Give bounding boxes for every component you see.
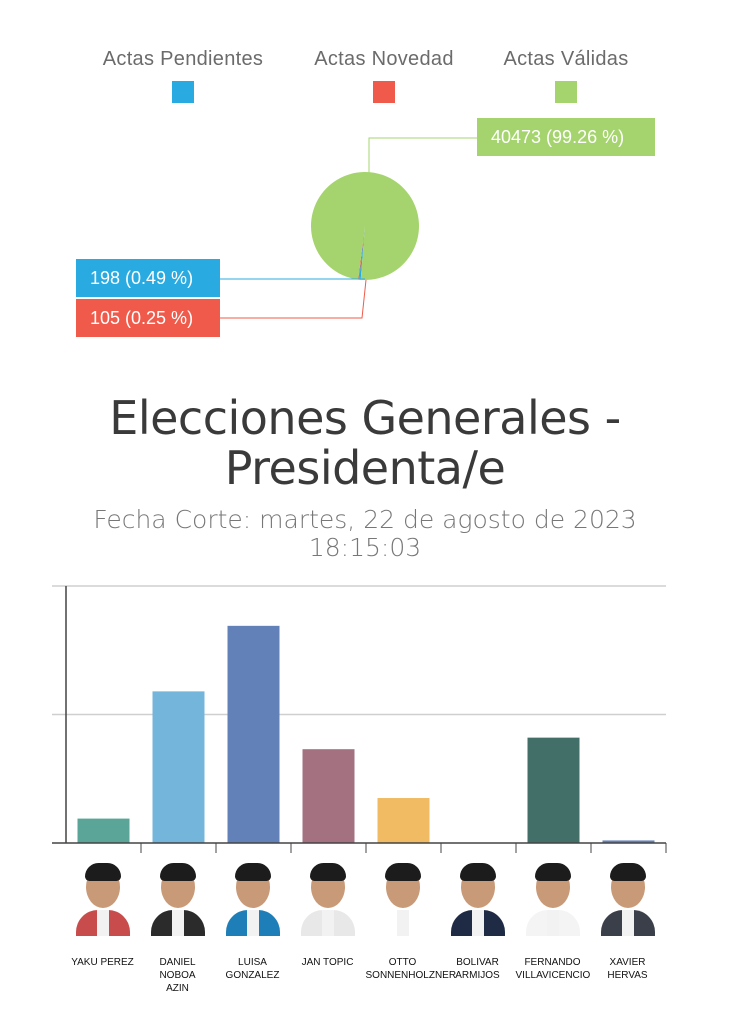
- candidate-photo: [224, 860, 282, 936]
- bar-xavier-hervas[interactable]: [602, 840, 655, 843]
- candidate-item: FERNANDO VILLAVICENCIO: [516, 860, 590, 982]
- bar-otto-sonnenholzner[interactable]: [377, 798, 430, 843]
- legend-swatch: [172, 81, 194, 103]
- candidate-name: YAKU PEREZ: [66, 956, 140, 969]
- candidate-name-line: YAKU PEREZ: [71, 957, 134, 968]
- candidate-name-line: ARMIJOS: [455, 970, 500, 981]
- bar-yaku-perez[interactable]: [77, 818, 130, 843]
- legend-item-validas[interactable]: Actas Válidas: [466, 48, 666, 103]
- legend-label: Actas Pendientes: [102, 48, 264, 70]
- candidate-photo: [599, 860, 657, 936]
- pie-slice-actas-novedad[interactable]: [358, 226, 365, 280]
- candidate-item: OTTO SONNENHOLZNER: [365, 860, 457, 982]
- candidate-name-line: VILLAVICENCIO: [515, 970, 591, 981]
- candidate-name-line: JAN TOPIC: [301, 957, 354, 968]
- candidate-name-line: GONZALEZ: [225, 970, 280, 981]
- bar-luisa-gonzalez[interactable]: [227, 625, 280, 843]
- slice-label-novedad: 105 (0.25 %): [76, 299, 220, 337]
- legend-item-pendientes[interactable]: Actas Pendientes: [83, 48, 283, 103]
- candidate-name-line: SONNENHOLZNER: [365, 970, 457, 981]
- leader-line-novedad: [220, 279, 367, 319]
- candidate-item: BOLIVAR ARMIJOS: [441, 860, 515, 982]
- candidate-photo: [149, 860, 207, 936]
- pie-legend: Actas Pendientes Actas Novedad Actas Vál…: [0, 48, 730, 108]
- bar-chart: [52, 585, 667, 853]
- candidate-item: JAN TOPIC: [291, 860, 365, 969]
- candidate-photo: [524, 860, 582, 936]
- candidate-name-line: FERNANDO: [524, 957, 581, 968]
- candidate-photo: [74, 860, 132, 936]
- legend-label: Actas Novedad: [314, 48, 454, 70]
- legend-label: Actas Válidas: [503, 48, 629, 70]
- candidate-name-line: LUISA: [238, 957, 267, 968]
- chart-subtitle-line: 18:15:03: [308, 533, 422, 562]
- candidate-photo: [374, 860, 432, 936]
- legend-swatch: [555, 81, 577, 103]
- candidate-item: DANIEL NOBOA AZIN: [141, 860, 215, 995]
- candidate-item: XAVIER HERVAS: [591, 860, 665, 982]
- candidate-name-line: OTTO: [388, 957, 417, 968]
- candidate-name-line: DANIEL NOBOA: [159, 957, 196, 981]
- candidate-name: FERNANDO VILLAVICENCIO: [515, 956, 591, 982]
- bar-fernando-villavicencio[interactable]: [527, 737, 580, 843]
- chart-title-line: Presidenta/e: [224, 441, 506, 495]
- candidate-name: DANIEL NOBOA AZIN: [141, 956, 215, 995]
- chart-title-line: Elecciones Generales -: [109, 391, 621, 445]
- chart-subtitle-line: Fecha Corte: martes, 22 de agosto de 202…: [93, 505, 637, 534]
- pie-slice-actas-pendientes[interactable]: [359, 226, 365, 280]
- bar-daniel-noboa-azin[interactable]: [152, 691, 205, 843]
- slice-label-validas: 40473 (99.26 %): [477, 118, 655, 156]
- slice-label-pendientes: 198 (0.49 %): [76, 259, 220, 297]
- pie-chart: [220, 137, 478, 319]
- legend-item-novedad[interactable]: Actas Novedad: [284, 48, 484, 103]
- candidate-name: OTTO SONNENHOLZNER: [365, 956, 457, 982]
- pie-slice-actas-validas[interactable]: [311, 172, 420, 281]
- candidate-name-line: XAVIER HERVAS: [607, 957, 648, 981]
- candidate-name-line: AZIN: [166, 983, 189, 994]
- candidate-photo: [299, 860, 357, 936]
- candidate-item: YAKU PEREZ: [66, 860, 140, 969]
- candidate-name: JAN TOPIC: [291, 956, 365, 969]
- candidate-name-line: BOLIVAR: [456, 957, 499, 968]
- candidate-item: LUISA GONZALEZ: [216, 860, 290, 982]
- candidate-name: LUISA GONZALEZ: [216, 956, 290, 982]
- chart-title: Elecciones Generales - Presidenta/e: [0, 393, 730, 493]
- candidate-name: XAVIER HERVAS: [591, 956, 665, 982]
- legend-swatch: [373, 81, 395, 103]
- bar-jan-topic[interactable]: [302, 749, 355, 843]
- chart-subtitle: Fecha Corte: martes, 22 de agosto de 202…: [0, 506, 730, 562]
- candidate-name: BOLIVAR ARMIJOS: [441, 956, 515, 982]
- candidate-photo: [449, 860, 507, 936]
- leader-line-validas: [368, 137, 478, 227]
